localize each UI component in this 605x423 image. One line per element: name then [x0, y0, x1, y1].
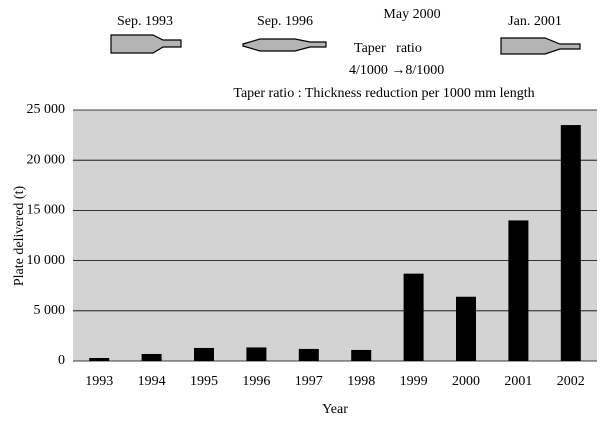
annotation: Taper ratio — [354, 41, 422, 56]
plate-shape — [242, 38, 327, 52]
x-tick-label: 1996 — [242, 374, 270, 389]
x-tick-label: 1997 — [295, 374, 323, 389]
x-tick-label: 2002 — [557, 374, 585, 389]
bar — [246, 347, 267, 361]
x-tick-label: 1998 — [347, 374, 375, 389]
annotation: 4/1000 →8/1000 — [349, 63, 444, 78]
bar — [298, 348, 319, 361]
y-tick-label: 15 000 — [27, 203, 66, 218]
y-tick-label: 10 000 — [27, 253, 66, 268]
x-tick-label: 1993 — [85, 374, 113, 389]
bar — [89, 357, 110, 361]
bar — [560, 125, 581, 361]
x-axis-label: Year — [322, 402, 348, 417]
annotation: May 2000 — [383, 7, 440, 22]
x-tick-label: 2000 — [452, 374, 480, 389]
bar — [403, 273, 424, 361]
x-tick-label: 1995 — [190, 374, 218, 389]
plate-shape — [500, 37, 581, 55]
y-tick-label: 0 — [58, 353, 65, 368]
x-tick-label: 1999 — [400, 374, 428, 389]
bar — [456, 296, 476, 361]
y-tick-label: 5 000 — [34, 303, 66, 318]
bar — [194, 347, 214, 361]
annotation: Sep. 1993 — [117, 14, 173, 29]
bar — [351, 349, 372, 361]
annotation: Sep. 1996 — [257, 14, 313, 29]
plate-shape — [110, 34, 182, 54]
x-tick-label: 2001 — [504, 374, 532, 389]
x-tick-label: 1994 — [138, 374, 166, 389]
y-axis-label: Plate delivered (t) — [12, 186, 27, 287]
bar — [508, 220, 529, 361]
annotation: Jan. 2001 — [508, 14, 562, 29]
bar — [141, 353, 162, 361]
y-tick-label: 25 000 — [27, 102, 66, 117]
y-tick-label: 20 000 — [27, 152, 66, 167]
annotation: Taper ratio : Thickness reduction per 10… — [233, 86, 534, 101]
